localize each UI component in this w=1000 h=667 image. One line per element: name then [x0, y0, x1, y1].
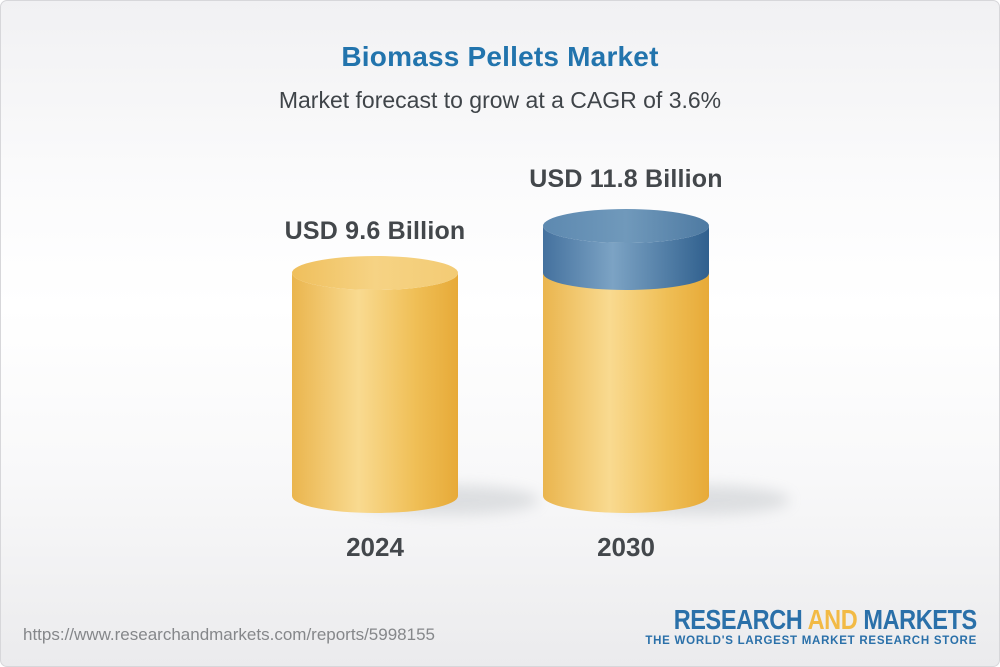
- bar-2024: [292, 256, 539, 515]
- value-label-2030: USD 11.8 Billion: [529, 165, 723, 193]
- research-and-markets-logo: RESEARCH AND MARKETS THE WORLD'S LARGEST…: [616, 605, 977, 648]
- value-label-2024: USD 9.6 Billion: [284, 217, 466, 245]
- page-title: Biomass Pellets Market: [341, 41, 659, 72]
- year-label-2030: 2030: [597, 532, 655, 562]
- bar-2024-top: [292, 256, 458, 290]
- report-url: https://www.researchandmarkets.com/repor…: [23, 625, 435, 644]
- bar-2030-top: [543, 209, 709, 243]
- logo-word-and: AND: [807, 604, 858, 635]
- logo-wordmark: RESEARCH AND MARKETS: [674, 605, 977, 634]
- year-label-2024: 2024: [346, 532, 404, 562]
- bar-2030-growth-segment: [543, 226, 709, 290]
- page-subtitle: Market forecast to grow at a CAGR of 3.6…: [278, 87, 722, 113]
- bar-2030-base-segment: [543, 261, 709, 513]
- logo-word-markets: MARKETS: [863, 604, 978, 635]
- logo-tagline: THE WORLD'S LARGEST MARKET RESEARCH STOR…: [645, 635, 977, 648]
- bar-2024-body: [292, 273, 458, 513]
- bar-2030: [543, 209, 790, 515]
- logo-word-research: RESEARCH: [673, 604, 803, 635]
